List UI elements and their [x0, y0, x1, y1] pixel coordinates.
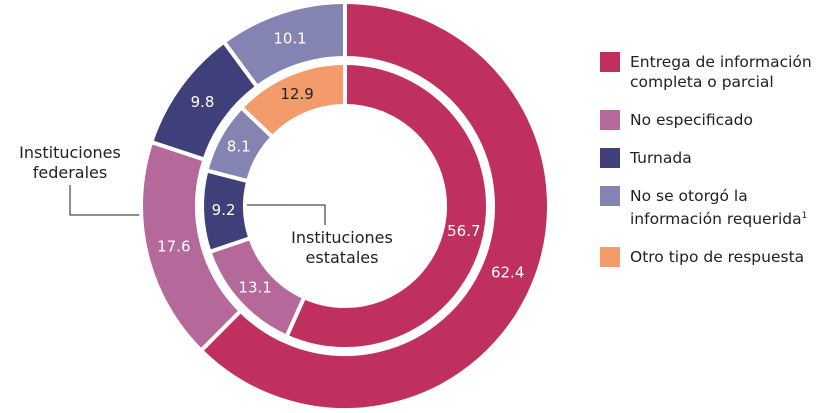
legend-swatch — [600, 52, 620, 72]
value-label: 13.1 — [238, 278, 271, 296]
donut-segment — [221, 0, 347, 90]
value-label: 56.7 — [447, 222, 480, 240]
value-label: 9.8 — [191, 93, 215, 111]
legend-text: No especificado — [630, 111, 753, 129]
legend-label: Entrega de información completa o parcia… — [630, 52, 838, 92]
donut-segment — [238, 60, 347, 140]
legend-text: No se otorgó la información requerida — [630, 187, 802, 229]
legend-item: No especificado — [600, 110, 838, 130]
donut-segment — [283, 60, 490, 351]
legend-text: Entrega de información completa o parcia… — [630, 53, 812, 91]
legend-label: Turnada — [630, 148, 692, 168]
value-label: 62.4 — [491, 264, 524, 282]
legend-swatch — [600, 247, 620, 268]
legend-label: No especificado — [630, 110, 753, 130]
legend-item: Entrega de información completa o parcia… — [600, 52, 838, 92]
legend-swatch — [600, 110, 620, 130]
legend-label: No se otorgó la información requerida1 — [630, 186, 838, 229]
legend-item: Otro tipo de respuesta — [600, 247, 838, 268]
series-label: Instituciones federales — [19, 143, 121, 182]
donut-segment — [198, 0, 551, 412]
value-label: 17.6 — [157, 237, 190, 255]
legend-swatch — [600, 148, 620, 168]
legend-swatch — [600, 186, 620, 206]
value-label: 9.2 — [212, 201, 236, 219]
value-label: 12.9 — [280, 85, 313, 103]
legend-label: Otro tipo de respuesta — [630, 247, 804, 267]
legend-item: No se otorgó la información requerida1 — [600, 186, 838, 229]
legend-text: Otro tipo de respuesta — [630, 248, 805, 267]
legend: Entrega de información completa o parcia… — [600, 52, 838, 285]
chart: 62.4 17.6 9.8 10.1 56.7 13.1 9.2 8.1 12.9 — [69, 0, 551, 412]
value-label: 8.1 — [227, 138, 251, 156]
footnote-marker: 1 — [801, 211, 808, 221]
series-label: Instituciones estatales — [291, 228, 393, 267]
legend-text: Turnada — [630, 149, 692, 167]
leader-line — [240, 204, 326, 225]
legend-item: Turnada — [600, 148, 838, 168]
value-label: 10.1 — [273, 29, 306, 47]
leader-line — [69, 185, 150, 216]
